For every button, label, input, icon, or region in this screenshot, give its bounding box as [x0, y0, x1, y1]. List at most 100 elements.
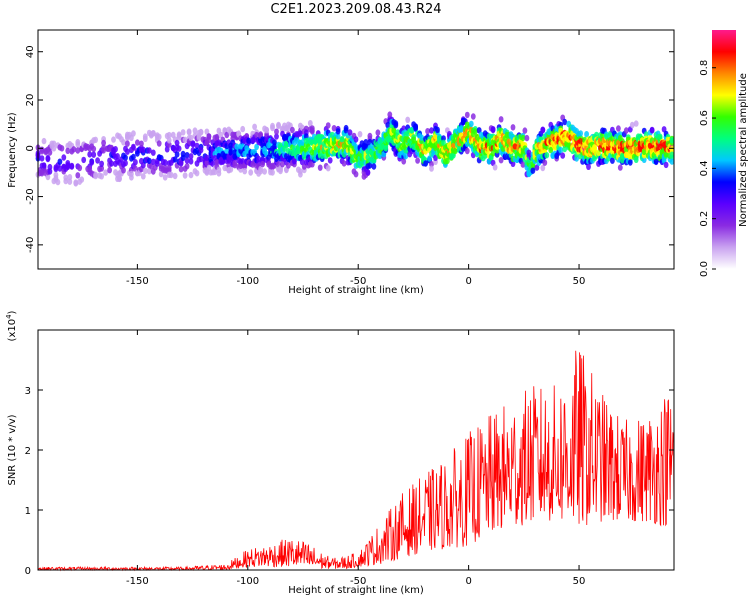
- spectrogram-cell: [669, 158, 675, 165]
- spectrogram-cell: [184, 163, 190, 170]
- colorbar-gradient: [712, 30, 736, 269]
- spectrogram-cell: [280, 161, 285, 168]
- spectrogram-cell: [107, 167, 112, 174]
- spectrogram-cell: [415, 157, 420, 164]
- spectrogram-cell: [69, 162, 75, 170]
- spectrogram-cell: [464, 147, 470, 155]
- spectrogram-cell: [188, 158, 194, 165]
- spectrogram-cell: [254, 131, 259, 139]
- spectrogram-cell: [347, 129, 353, 136]
- spectrogram-cell: [174, 139, 180, 147]
- snr-x-tick-label: -100: [236, 576, 259, 587]
- spectrogram-cell: [617, 164, 623, 171]
- spectrogram-cells: [35, 111, 675, 187]
- spectrogram-cell: [91, 145, 97, 153]
- spectrogram-cell: [75, 147, 81, 154]
- spectrogram-cell: [142, 167, 148, 174]
- spectrogram-cell: [182, 172, 188, 179]
- spectrogram-cell: [393, 122, 399, 129]
- spectrogram-cell: [586, 163, 591, 170]
- spectrogram-cell: [61, 154, 67, 161]
- spectrogram-cell: [139, 140, 144, 147]
- spectrogram-cell: [584, 131, 589, 138]
- spectrogram-cell: [146, 157, 152, 165]
- spectrogram-cell: [246, 137, 252, 144]
- spectrogram-cell: [162, 174, 168, 181]
- spectrogram-cell: [131, 143, 136, 151]
- spectrogram-cell: [441, 135, 446, 142]
- spectrogram-cell: [168, 171, 174, 179]
- spectrogram-cell: [222, 127, 228, 134]
- spectrogram-cell: [140, 162, 146, 169]
- spectrogram-cell: [198, 155, 204, 163]
- spectrogram-cell: [512, 143, 518, 150]
- snr-y-tick-label: 1: [25, 506, 31, 517]
- spectrogram-cell: [176, 134, 182, 141]
- spectrogram-cell: [663, 161, 669, 169]
- spectrogram-cell: [254, 143, 259, 151]
- spectrogram-cell: [206, 133, 212, 140]
- spectrogram-cell: [524, 134, 530, 142]
- spectrogram-cell: [95, 157, 100, 164]
- spectrogram-cell: [468, 120, 474, 128]
- spectrogram-cell: [51, 145, 57, 152]
- spectrogram-cell: [150, 149, 156, 156]
- spectrogram-cell: [544, 152, 550, 159]
- spectrogram-cell: [140, 146, 146, 153]
- spectrogram-cell: [270, 124, 275, 132]
- spectrogram-cell: [214, 133, 220, 141]
- colorbar: 0.0 0.2 0.4 0.6 0.8 Normalized spectral ampl…: [699, 30, 749, 277]
- spectrogram-cell: [182, 136, 188, 143]
- spectrogram-cell: [560, 152, 566, 159]
- spectrogram-cell: [99, 165, 104, 172]
- spectrogram-cell: [367, 162, 373, 169]
- spectrogram-cell: [365, 169, 371, 176]
- spectrogram-cell: [45, 155, 51, 163]
- colorbar-tick-label: 0.8: [699, 60, 710, 76]
- spectrogram-cell: [188, 153, 194, 160]
- spectrogram-cell: [156, 140, 162, 147]
- spectrogram-cell: [445, 157, 450, 165]
- spectrogram-cell: [423, 160, 428, 167]
- spectrogram-cell: [256, 155, 261, 162]
- spectrogram-cell: [464, 111, 470, 119]
- spectrogram-cell: [530, 167, 536, 174]
- spectrogram-cell: [629, 121, 635, 129]
- spectrogram-cell: [343, 124, 349, 132]
- spectrogram-cell: [45, 173, 51, 181]
- spectrogram-cell: [319, 152, 325, 159]
- spectrogram-y-label: Frequency (Hz): [7, 112, 18, 188]
- spectrogram-cell: [47, 149, 53, 156]
- spectrogram-cell: [93, 136, 98, 143]
- spectrogram-frame: [37, 29, 675, 270]
- spectrogram-cell: [41, 137, 47, 145]
- spectrogram-cell: [272, 143, 277, 150]
- spectrogram-cell: [353, 136, 359, 143]
- spectrogram-cell: [472, 128, 478, 135]
- spectrogram-cell: [490, 126, 496, 133]
- spectrogram-cell: [39, 155, 45, 162]
- spectrogram-cell: [65, 147, 71, 154]
- snr-ticks: -150 -100 -50 0 50 0 1 2 3: [25, 330, 674, 587]
- spectrogram-cell: [375, 129, 381, 136]
- spectrogram-cell: [117, 175, 122, 182]
- spectrogram-cell: [232, 160, 238, 167]
- spectrogram-cell: [610, 157, 615, 164]
- spectrogram-cell: [627, 159, 633, 166]
- snr-y-label: SNR (10 * v/v): [7, 414, 18, 485]
- spectrogram-y-tick-label: 0: [25, 145, 36, 151]
- spectrogram-cell: [339, 136, 345, 143]
- spectrogram-cell: [325, 165, 331, 172]
- spectrogram-cell: [162, 159, 168, 166]
- snr-y-tick-label: 3: [25, 386, 31, 397]
- spectrogram-cell: [260, 160, 265, 168]
- spectrogram-cell: [204, 128, 210, 135]
- spectrogram-cell: [194, 142, 200, 149]
- spectrogram-cell: [441, 139, 446, 146]
- spectrogram-cell: [204, 159, 210, 167]
- spectrogram-cell: [67, 174, 73, 181]
- spectrogram-cell: [99, 160, 104, 167]
- spectrogram-cell: [224, 147, 230, 154]
- spectrogram-cell: [562, 145, 568, 153]
